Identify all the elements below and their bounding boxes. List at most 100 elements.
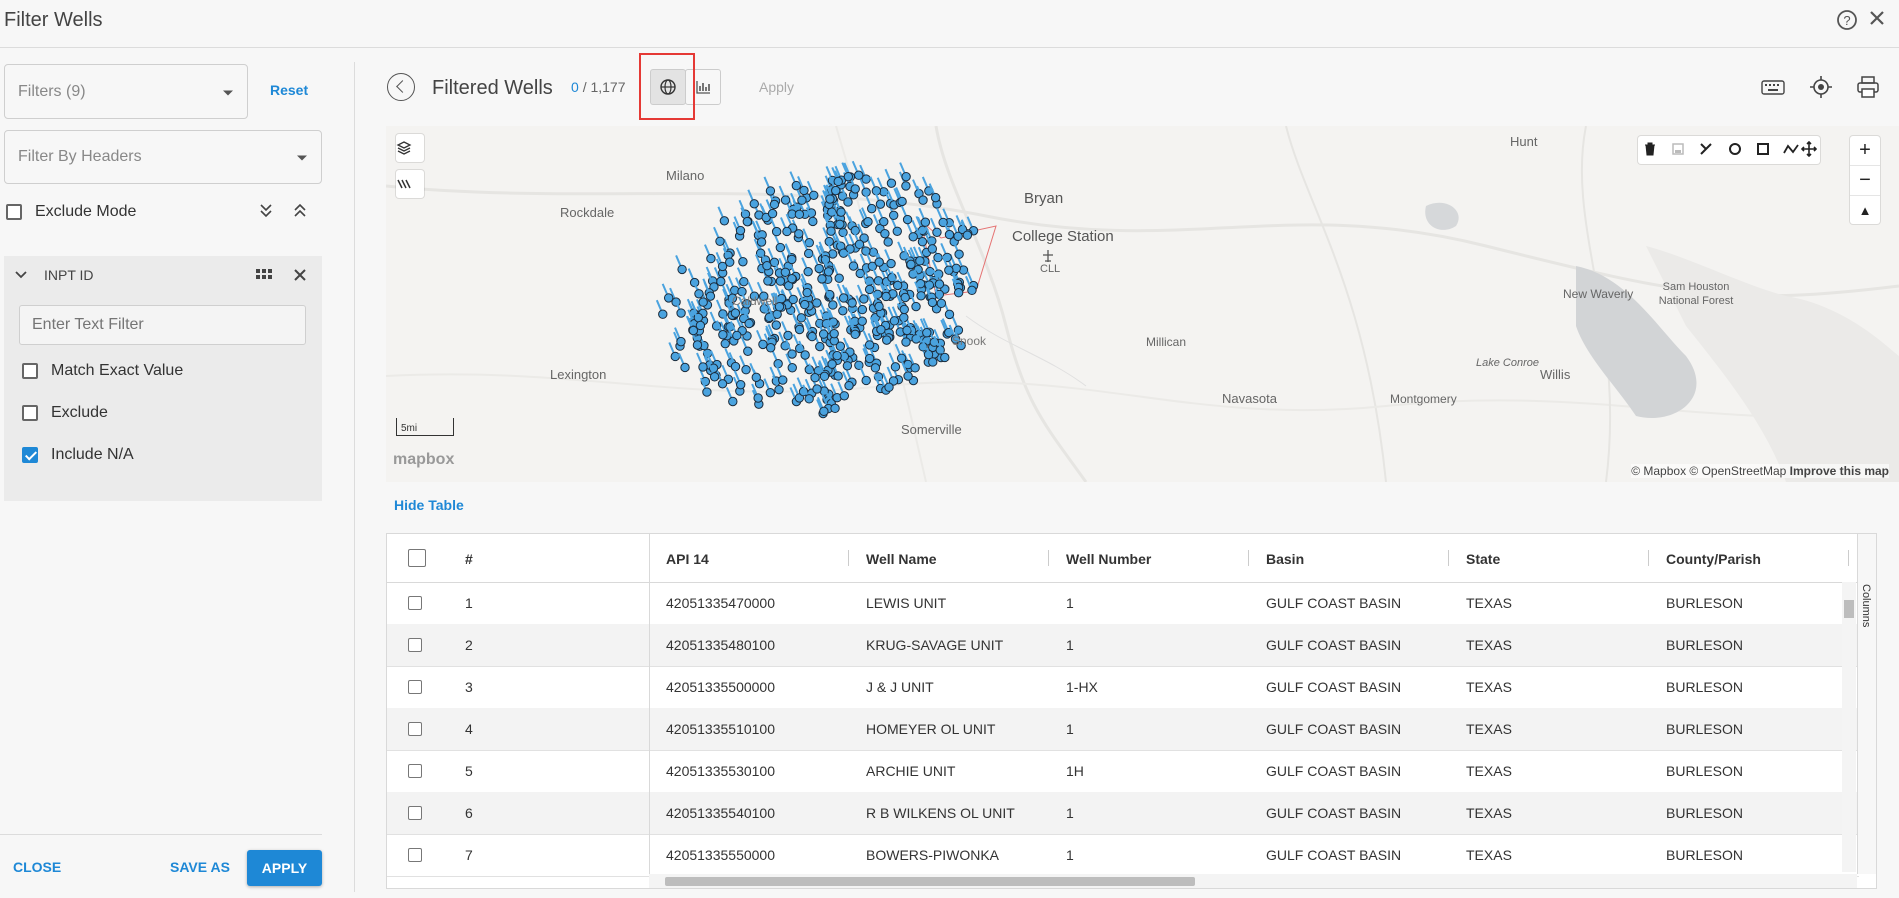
well-marker[interactable] [732,330,742,341]
well-marker[interactable] [879,216,889,227]
draw-circle-icon[interactable] [1727,141,1745,159]
row-checkbox[interactable] [408,806,422,820]
reset-button[interactable]: Reset [270,82,309,98]
well-marker[interactable] [915,256,925,266]
well-marker[interactable] [796,313,807,323]
well-marker[interactable] [838,248,849,258]
well-marker[interactable] [804,394,814,404]
print-icon[interactable] [1855,74,1881,100]
well-marker[interactable] [803,248,814,259]
well-marker[interactable] [670,351,680,362]
select-all-checkbox[interactable] [408,549,426,567]
well-marker[interactable] [773,359,783,369]
well-marker[interactable] [859,294,869,304]
well-marker[interactable] [695,320,706,331]
well-marker[interactable] [698,362,708,372]
well-marker[interactable] [765,186,776,196]
well-marker[interactable] [692,340,703,350]
column-resizer[interactable] [1248,550,1249,566]
well-marker[interactable] [759,291,769,301]
well-marker[interactable] [742,299,752,309]
column-header[interactable]: County/Parish [1666,551,1761,567]
move-icon[interactable] [1801,141,1819,159]
apply-button[interactable]: APPLY [247,850,322,886]
well-marker[interactable] [888,376,899,386]
well-marker[interactable] [906,259,916,270]
well-marker[interactable] [680,362,690,373]
well-marker[interactable] [749,291,760,301]
save-shape-icon[interactable] [1670,141,1688,159]
well-marker[interactable] [901,171,911,182]
well-marker[interactable] [698,297,708,307]
exclude-mode-checkbox[interactable] [6,204,22,220]
column-header[interactable]: API 14 [666,551,709,567]
column-resizer[interactable] [1048,550,1049,566]
well-marker[interactable] [771,226,782,237]
well-marker[interactable] [911,301,921,312]
well-marker[interactable] [890,362,901,372]
well-marker[interactable] [756,237,767,247]
well-marker[interactable] [780,195,791,205]
well-marker[interactable] [861,375,871,386]
well-marker[interactable] [739,276,749,287]
well-marker[interactable] [676,308,686,318]
well-marker[interactable] [694,289,704,299]
column-header[interactable]: Basin [1266,551,1305,567]
column-resizer[interactable] [1848,550,1849,566]
well-marker[interactable] [880,228,890,239]
well-marker[interactable] [920,217,931,227]
well-marker[interactable] [717,261,728,272]
zoom-out-button[interactable]: − [1850,166,1880,196]
well-marker[interactable] [855,268,865,279]
well-marker[interactable] [818,329,829,339]
well-marker[interactable] [881,291,891,302]
well-marker[interactable] [705,291,716,301]
well-marker[interactable] [867,203,877,214]
well-marker[interactable] [903,371,913,381]
well-marker[interactable] [825,194,835,204]
well-marker[interactable] [814,263,824,274]
well-marker[interactable] [867,261,878,271]
column-resizer[interactable] [1448,550,1449,566]
well-marker[interactable] [762,260,772,271]
well-marker[interactable] [831,185,841,196]
draw-rectangle-icon[interactable] [1755,141,1773,159]
close-button[interactable]: CLOSE [13,859,62,875]
well-marker[interactable] [944,229,955,240]
table-row[interactable]: 4 42051335510100 HOMEYER OL UNIT 1 GULF COAS… [387,708,1859,751]
well-marker[interactable] [897,196,907,207]
well-marker[interactable] [791,180,802,191]
well-marker[interactable] [758,339,768,350]
table-row[interactable]: 6 42051335540100 R B WILKENS OL UNIT 1 GULF … [387,792,1859,835]
column-resizer[interactable] [1648,550,1649,566]
well-marker[interactable] [838,306,848,316]
well-marker[interactable] [886,258,896,269]
row-checkbox[interactable] [408,596,422,610]
well-marker[interactable] [838,293,849,303]
scrollbar-thumb[interactable] [1844,600,1854,618]
wells-map[interactable]: Milano Rockdale Bryan College Station CL… [386,126,1899,482]
well-marker[interactable] [857,304,868,315]
well-marker[interactable] [810,373,820,383]
well-marker[interactable] [780,267,791,277]
well-marker[interactable] [730,308,741,318]
well-marker[interactable] [743,346,753,356]
locate-icon[interactable] [1808,74,1834,100]
well-marker[interactable] [874,257,884,267]
well-marker[interactable] [718,330,728,340]
well-marker[interactable] [901,181,911,191]
well-marker[interactable] [800,299,810,310]
well-marker[interactable] [717,379,728,389]
well-marker[interactable] [848,261,859,271]
well-marker[interactable] [838,227,848,238]
well-marker[interactable] [677,264,687,275]
well-marker[interactable] [896,353,907,363]
well-marker[interactable] [787,363,797,373]
keyboard-icon[interactable] [1760,74,1786,100]
well-marker[interactable] [859,233,869,243]
well-marker[interactable] [778,375,788,385]
well-marker[interactable] [833,176,843,187]
well-marker[interactable] [901,337,911,347]
well-marker[interactable] [940,352,950,363]
well-marker[interactable] [706,253,716,264]
